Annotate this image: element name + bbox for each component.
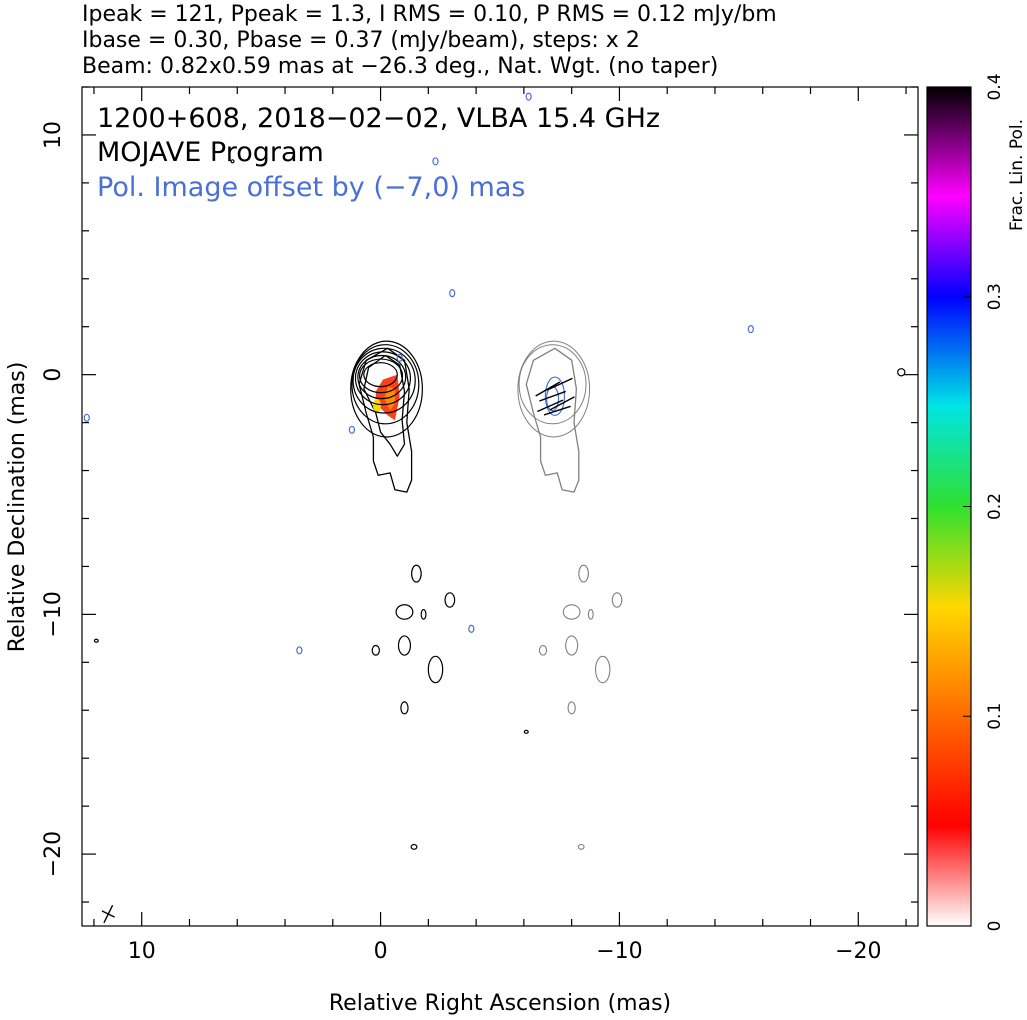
plot-area	[83, 92, 906, 924]
colorbar-label: Frac. Lin. Pol.	[1007, 119, 1027, 231]
colorbar-ticks: 0 0.1 0.2 0.3 0.4	[963, 73, 1005, 931]
pol-image-core-contour	[518, 344, 587, 425]
core-contour	[358, 358, 404, 394]
noise-contour	[397, 635, 412, 656]
frac-pol-peak	[372, 398, 381, 413]
evpa-stick	[537, 399, 564, 413]
core-contour	[352, 347, 416, 414]
evpa-stick	[535, 381, 561, 397]
noise-contour-offset	[567, 701, 576, 715]
noise-contour-offset	[594, 655, 611, 684]
noise-contour	[410, 843, 418, 850]
core-contour	[351, 344, 420, 425]
colorbar-tick-label: 0	[985, 921, 1005, 932]
x-tick-label: −10	[596, 939, 642, 964]
evpa-stick	[539, 390, 566, 402]
core-contour	[350, 340, 423, 438]
jet-contour	[358, 347, 413, 493]
pol-noise-contour	[525, 92, 532, 101]
noise-contour	[411, 564, 422, 583]
colorbar-tick-label: 0.2	[985, 493, 1005, 520]
pol-image-core-contour	[517, 340, 591, 438]
pol-noise-contour	[296, 646, 303, 655]
noise-contour-offset	[578, 564, 589, 583]
offset-annotation: Pol. Image offset by (−7,0) mas	[97, 172, 525, 203]
pol-noise-contour	[468, 624, 475, 633]
noise-contour	[897, 368, 906, 377]
noise-contour-offset	[565, 635, 579, 656]
pol-noise-contour	[348, 425, 356, 434]
chart-title: 1200+608, 2018−02−02, VLBA 15.4 GHz	[97, 103, 660, 134]
pol-image-contour	[525, 347, 580, 493]
pol-noise-contour	[83, 413, 90, 422]
noise-contour	[93, 638, 99, 643]
core-contour	[354, 351, 412, 406]
x-tick-label: −20	[835, 939, 881, 964]
x-tick-label: 10	[128, 939, 156, 964]
noise-contour	[400, 701, 409, 715]
core-contour	[363, 362, 398, 388]
y-tick-label: −10	[41, 591, 66, 637]
noise-contour-offset	[538, 644, 548, 656]
colorbar-tick-label: 0.1	[985, 703, 1005, 730]
noise-contour	[523, 729, 529, 734]
evpa-stick	[543, 405, 571, 416]
y-tick-label: 0	[41, 368, 66, 382]
plot-frame	[81, 86, 919, 927]
noise-contour	[395, 604, 414, 620]
header-line-3: Beam: 0.82x0.59 mas at −26.3 deg., Nat. …	[82, 54, 719, 79]
x-axis-label: Relative Right Ascension (mas)	[329, 991, 671, 1016]
pol-noise-contour	[747, 325, 754, 334]
chart-subtitle: MOJAVE Program	[97, 137, 324, 168]
noise-contour	[420, 608, 427, 620]
y-axis-label: Relative Declination (mas)	[5, 362, 30, 653]
evpa-stick	[546, 377, 573, 391]
pol-noise-contour	[449, 289, 456, 298]
y-tick-label: −20	[41, 831, 66, 877]
noise-contour-offset	[611, 592, 623, 608]
evpa-stick	[549, 396, 575, 411]
colorbar-tick-label: 0.4	[985, 73, 1005, 100]
noise-contour	[371, 644, 380, 656]
core-contour	[357, 354, 407, 400]
noise-contour	[230, 159, 235, 164]
noise-contour	[427, 655, 444, 684]
pol-intensity-contour	[544, 376, 566, 417]
noise-contour	[444, 592, 456, 608]
axis-ticks: 10 0 −10 −20 10 0 −10 −20	[41, 86, 918, 964]
pol-noise-contour	[432, 157, 439, 166]
noise-contour-offset	[587, 609, 594, 620]
header-line-1: Ipeak = 121, Ppeak = 1.3, I RMS = 0.10, …	[82, 2, 777, 27]
header-line-2: Ibase = 0.30, Pbase = 0.37 (mJy/beam), s…	[82, 28, 640, 53]
x-tick-label: 0	[374, 939, 388, 964]
y-tick-label: 10	[41, 121, 66, 149]
colorbar-tick-label: 0.3	[985, 283, 1005, 310]
pol-noise-contour	[396, 353, 403, 362]
beam-minor-axis	[101, 910, 115, 918]
noise-contour-offset	[577, 843, 585, 850]
noise-contour-offset	[562, 604, 581, 620]
